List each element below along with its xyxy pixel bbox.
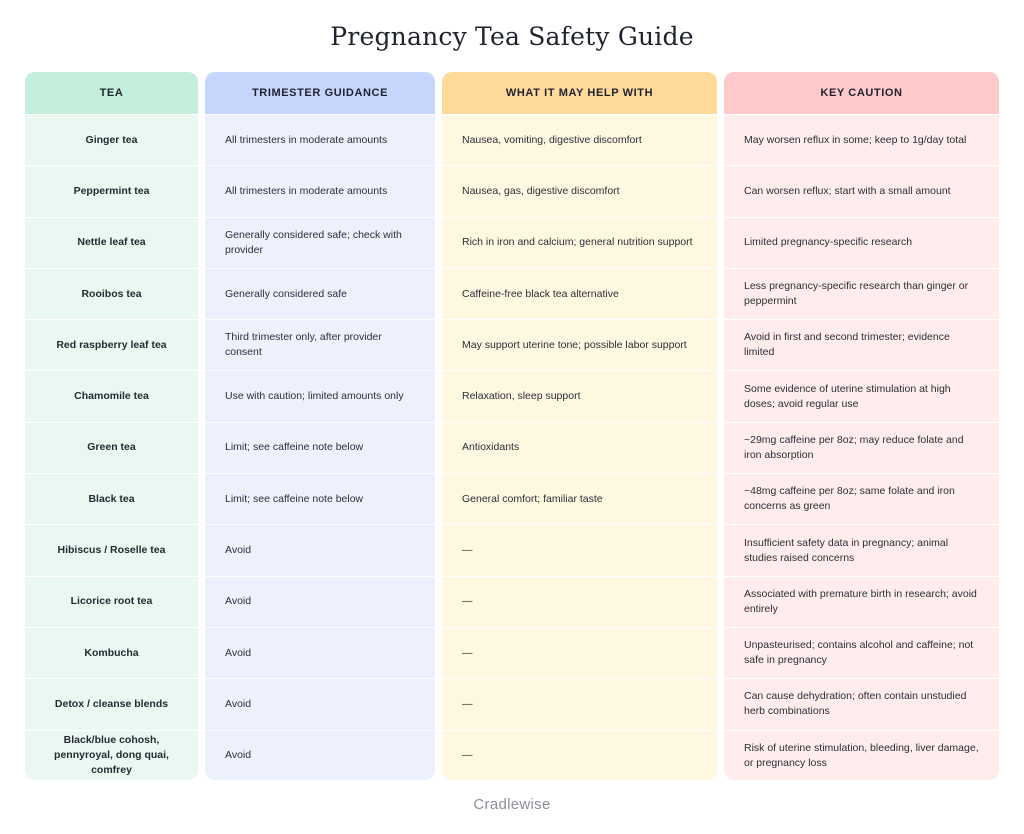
trimester-guidance-cell: Generally considered safe bbox=[205, 267, 435, 319]
tea-name-cell: Black tea bbox=[25, 473, 198, 524]
tea-name-cell: Green tea bbox=[25, 421, 198, 473]
may-help-with-cell: Rich in iron and calcium; general nutrit… bbox=[442, 216, 717, 268]
trimester-guidance-cell: All trimesters in moderate amounts bbox=[205, 114, 435, 165]
tea-name-cell: Rooibos tea bbox=[25, 267, 198, 319]
key-caution-cell: Can cause dehydration; often contain uns… bbox=[724, 678, 999, 729]
trimester-guidance-cell: Avoid bbox=[205, 729, 435, 780]
may-help-with-cell: General comfort; familiar taste bbox=[442, 473, 717, 524]
trimester-guidance-cell: All trimesters in moderate amounts bbox=[205, 165, 435, 216]
trimester-guidance-cell: Avoid bbox=[205, 524, 435, 575]
may-help-with-cell: Nausea, vomiting, digestive discomfort bbox=[442, 114, 717, 165]
brand-logo-text: Cradlewise bbox=[473, 796, 551, 813]
trimester-guidance-cell: Third trimester only, after provider con… bbox=[205, 319, 435, 370]
trimester-guidance-cell: Avoid bbox=[205, 575, 435, 627]
key-caution-cell: Some evidence of uterine stimulation at … bbox=[724, 370, 999, 421]
tea-name-cell: Red raspberry leaf tea bbox=[25, 319, 198, 370]
trimester-guidance-cell: Avoid bbox=[205, 626, 435, 678]
trimester-guidance-cell: Limit; see caffeine note below bbox=[205, 421, 435, 473]
key-caution-cell: May worsen reflux in some; keep to 1g/da… bbox=[724, 114, 999, 165]
may-help-with-cell: — bbox=[442, 626, 717, 678]
key-caution-cell: ~48mg caffeine per 8oz; same folate and … bbox=[724, 473, 999, 524]
may-help-with-cell: Nausea, gas, digestive discomfort bbox=[442, 165, 717, 216]
key-caution-cell: Can worsen reflux; start with a small am… bbox=[724, 165, 999, 216]
key-caution-cell: Associated with premature birth in resea… bbox=[724, 575, 999, 627]
may-help-with-cell: Antioxidants bbox=[442, 421, 717, 473]
column-header-key-caution: KEY CAUTION bbox=[724, 72, 999, 114]
key-caution-cell: Less pregnancy-specific research than gi… bbox=[724, 267, 999, 319]
may-help-with-cell: — bbox=[442, 729, 717, 780]
may-help-with-cell: Relaxation, sleep support bbox=[442, 370, 717, 421]
trimester-guidance-cell: Limit; see caffeine note below bbox=[205, 473, 435, 524]
may-help-with-cell: May support uterine tone; possible labor… bbox=[442, 319, 717, 370]
trimester-guidance-cell: Generally considered safe; check with pr… bbox=[205, 216, 435, 268]
tea-name-cell: Nettle leaf tea bbox=[25, 216, 198, 268]
column-header-tea: TEA bbox=[25, 72, 198, 114]
may-help-with-cell: — bbox=[442, 575, 717, 627]
tea-name-cell: Hibiscus / Roselle tea bbox=[25, 524, 198, 575]
trimester-guidance-cell: Use with caution; limited amounts only bbox=[205, 370, 435, 421]
may-help-with-cell: Caffeine-free black tea alternative bbox=[442, 267, 717, 319]
tea-name-cell: Licorice root tea bbox=[25, 575, 198, 627]
tea-name-cell: Kombucha bbox=[25, 626, 198, 678]
column-header-may-help-with: WHAT IT MAY HELP WITH bbox=[442, 72, 717, 114]
may-help-with-cell: — bbox=[442, 678, 717, 729]
key-caution-cell: Risk of uterine stimulation, bleeding, l… bbox=[724, 729, 999, 780]
key-caution-column: KEY CAUTION May worsen reflux in some; k… bbox=[724, 72, 999, 780]
may-help-with-column: WHAT IT MAY HELP WITH Nausea, vomiting, … bbox=[442, 72, 717, 780]
key-caution-cell: Limited pregnancy-specific research bbox=[724, 216, 999, 268]
key-caution-cell: Unpasteurised; contains alcohol and caff… bbox=[724, 626, 999, 678]
tea-name-cell: Ginger tea bbox=[25, 114, 198, 165]
column-header-trimester-guidance: TRIMESTER GUIDANCE bbox=[205, 72, 435, 114]
tea-column: TEA Ginger tea Peppermint tea Nettle lea… bbox=[25, 72, 198, 780]
tea-name-cell: Black/blue cohosh, pennyroyal, dong quai… bbox=[25, 729, 198, 780]
may-help-with-cell: — bbox=[442, 524, 717, 575]
page-title: Pregnancy Tea Safety Guide bbox=[330, 22, 694, 51]
tea-name-cell: Chamomile tea bbox=[25, 370, 198, 421]
trimester-guidance-cell: Avoid bbox=[205, 678, 435, 729]
key-caution-cell: Insufficient safety data in pregnancy; a… bbox=[724, 524, 999, 575]
trimester-guidance-column: TRIMESTER GUIDANCE All trimesters in mod… bbox=[205, 72, 435, 780]
key-caution-cell: Avoid in first and second trimester; evi… bbox=[724, 319, 999, 370]
tea-name-cell: Detox / cleanse blends bbox=[25, 678, 198, 729]
tea-name-cell: Peppermint tea bbox=[25, 165, 198, 216]
key-caution-cell: ~29mg caffeine per 8oz; may reduce folat… bbox=[724, 421, 999, 473]
